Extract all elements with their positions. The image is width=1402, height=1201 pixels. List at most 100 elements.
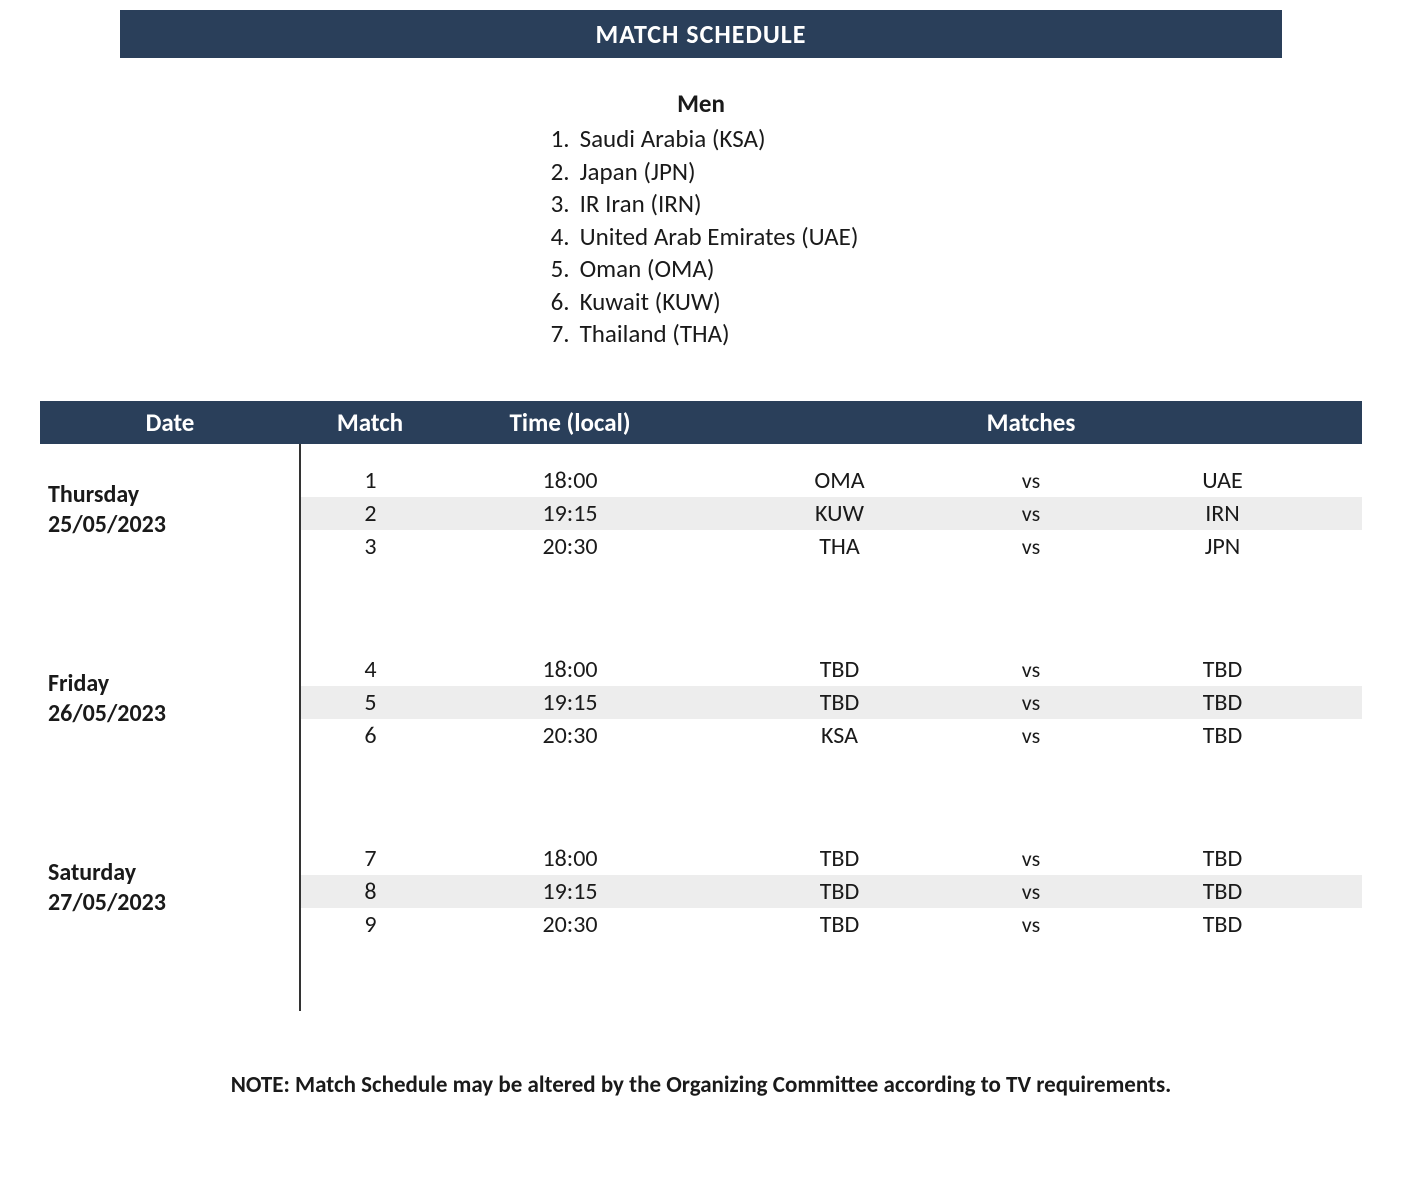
team-list-number: 4.: [544, 221, 580, 254]
team-list-number: 7.: [544, 318, 580, 351]
team-2: TBD: [1091, 910, 1354, 939]
team-1: TBD: [708, 655, 971, 684]
matchup-cell: OMAvsUAE: [700, 464, 1362, 497]
teams-list: 1.Saudi Arabia (KSA)2.Japan (JPN)3.IR Ir…: [544, 123, 859, 351]
schedule-table: Date Match Time (local) Matches Thursday…: [40, 401, 1362, 1011]
team-list-name: Japan (JPN): [580, 156, 696, 189]
vs-label: vs: [971, 878, 1091, 905]
matchup-cell: TBDvsTBD: [700, 686, 1362, 719]
team-1: TBD: [708, 877, 971, 906]
day-name: Saturday: [48, 858, 291, 888]
matchup-cell: THAvsJPN: [700, 530, 1362, 563]
matchup-cell: TBDvsTBD: [700, 908, 1362, 941]
team-list-number: 6.: [544, 286, 580, 319]
spacer-row: [40, 752, 1362, 822]
matchup-cell: KUWvsIRN: [700, 497, 1362, 530]
team-list-name: Kuwait (KUW): [580, 286, 721, 319]
team-1: TBD: [708, 910, 971, 939]
team-2: IRN: [1091, 499, 1354, 528]
team-2: TBD: [1091, 655, 1354, 684]
matchup-cell: TBDvsTBD: [700, 875, 1362, 908]
team-list-item: 3.IR Iran (IRN): [544, 188, 859, 221]
match-time: 18:00: [440, 653, 700, 686]
team-1: KSA: [708, 721, 971, 750]
team-list-number: 1.: [544, 123, 580, 156]
team-2: TBD: [1091, 877, 1354, 906]
team-list-name: Saudi Arabia (KSA): [580, 123, 766, 156]
team-list-number: 3.: [544, 188, 580, 221]
table-row: Saturday27/05/2023718:00TBDvsTBD: [40, 842, 1362, 875]
match-time: 18:00: [440, 464, 700, 497]
day-name: Thursday: [48, 480, 291, 510]
col-date: Date: [40, 401, 300, 444]
col-time: Time (local): [440, 401, 700, 444]
match-number: 1: [300, 464, 440, 497]
match-number: 9: [300, 908, 440, 941]
team-1: TBD: [708, 844, 971, 873]
match-number: 8: [300, 875, 440, 908]
date-cell: Friday26/05/2023: [40, 653, 300, 752]
team-list-number: 2.: [544, 156, 580, 189]
match-time: 19:15: [440, 686, 700, 719]
team-list-item: 4.United Arab Emirates (UAE): [544, 221, 859, 254]
matchup-cell: TBDvsTBD: [700, 653, 1362, 686]
team-1: KUW: [708, 499, 971, 528]
match-number: 3: [300, 530, 440, 563]
date-cell: Saturday27/05/2023: [40, 842, 300, 941]
vs-label: vs: [971, 533, 1091, 560]
team-1: THA: [708, 532, 971, 561]
date-cell: Thursday25/05/2023: [40, 464, 300, 563]
page-title: MATCH SCHEDULE: [120, 10, 1282, 58]
match-number: 6: [300, 719, 440, 752]
day-date: 26/05/2023: [48, 699, 291, 729]
match-number: 4: [300, 653, 440, 686]
matchup-cell: KSAvsTBD: [700, 719, 1362, 752]
table-header-row: Date Match Time (local) Matches: [40, 401, 1362, 444]
vs-label: vs: [971, 845, 1091, 872]
team-list-item: 6.Kuwait (KUW): [544, 286, 859, 319]
col-match: Match: [300, 401, 440, 444]
day-date: 25/05/2023: [48, 510, 291, 540]
team-2: JPN: [1091, 532, 1354, 561]
match-time: 18:00: [440, 842, 700, 875]
team-list-number: 5.: [544, 253, 580, 286]
match-number: 5: [300, 686, 440, 719]
vs-label: vs: [971, 911, 1091, 938]
team-2: UAE: [1091, 466, 1354, 495]
day-date: 27/05/2023: [48, 888, 291, 918]
team-list-item: 2.Japan (JPN): [544, 156, 859, 189]
vs-label: vs: [971, 467, 1091, 494]
team-list-item: 5.Oman (OMA): [544, 253, 859, 286]
match-time: 20:30: [440, 530, 700, 563]
teams-section: Men 1.Saudi Arabia (KSA)2.Japan (JPN)3.I…: [544, 88, 859, 351]
match-number: 7: [300, 842, 440, 875]
team-2: TBD: [1091, 844, 1354, 873]
team-list-name: United Arab Emirates (UAE): [580, 221, 859, 254]
match-number: 2: [300, 497, 440, 530]
team-list-item: 7.Thailand (THA): [544, 318, 859, 351]
schedule-body: Thursday25/05/2023118:00OMAvsUAE219:15KU…: [40, 444, 1362, 1011]
spacer-row: [40, 822, 1362, 842]
team-2: TBD: [1091, 688, 1354, 717]
spacer-row: [40, 633, 1362, 653]
team-list-name: Thailand (THA): [580, 318, 730, 351]
match-time: 20:30: [440, 908, 700, 941]
table-row: Thursday25/05/2023118:00OMAvsUAE: [40, 464, 1362, 497]
table-row: Friday26/05/2023418:00TBDvsTBD: [40, 653, 1362, 686]
footer-note: NOTE: Match Schedule may be altered by t…: [40, 1071, 1362, 1099]
team-2: TBD: [1091, 721, 1354, 750]
team-1: OMA: [708, 466, 971, 495]
spacer-row: [40, 941, 1362, 1011]
match-time: 19:15: [440, 875, 700, 908]
match-time: 20:30: [440, 719, 700, 752]
spacer-row: [40, 563, 1362, 633]
day-name: Friday: [48, 669, 291, 699]
vs-label: vs: [971, 722, 1091, 749]
team-list-name: IR Iran (IRN): [580, 188, 702, 221]
matchup-cell: TBDvsTBD: [700, 842, 1362, 875]
col-matches: Matches: [700, 401, 1362, 444]
team-list-item: 1.Saudi Arabia (KSA): [544, 123, 859, 156]
vs-label: vs: [971, 500, 1091, 527]
teams-heading: Men: [544, 88, 859, 119]
spacer-row: [40, 444, 1362, 464]
